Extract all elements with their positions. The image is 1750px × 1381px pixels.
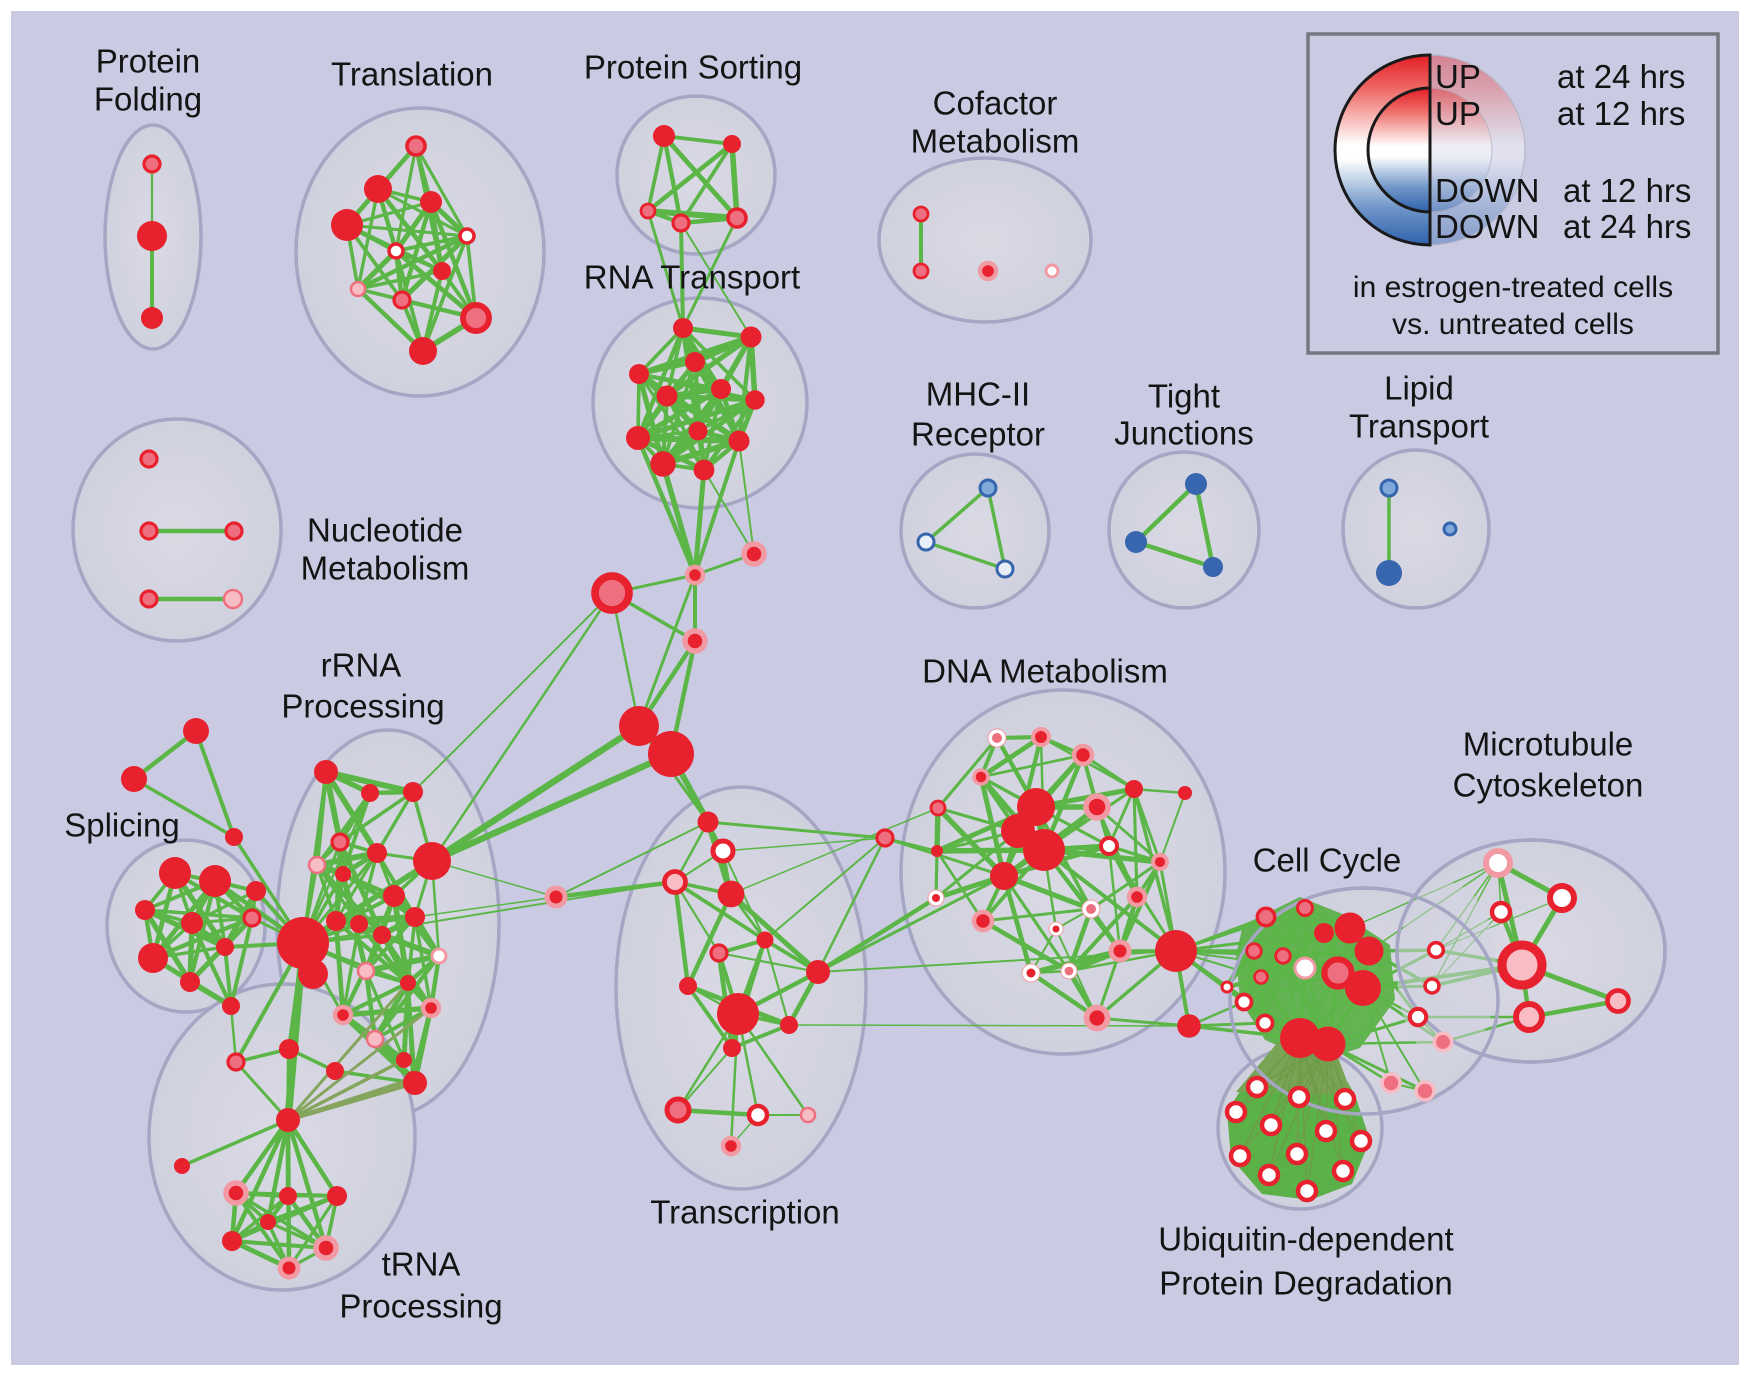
svg-text:Protein Sorting: Protein Sorting [584, 49, 802, 86]
svg-text:Nucleotide: Nucleotide [307, 512, 463, 549]
svg-text:Microtubule: Microtubule [1463, 726, 1634, 763]
svg-text:Protein Degradation: Protein Degradation [1159, 1265, 1453, 1302]
svg-text:Junctions: Junctions [1114, 415, 1253, 452]
svg-text:Receptor: Receptor [911, 416, 1045, 453]
svg-text:at 24 hrs: at 24 hrs [1563, 208, 1691, 245]
svg-text:Metabolism: Metabolism [301, 550, 470, 587]
svg-text:Cell Cycle: Cell Cycle [1253, 842, 1402, 879]
svg-text:Cofactor: Cofactor [933, 85, 1058, 122]
svg-text:Folding: Folding [94, 81, 202, 118]
svg-text:Processing: Processing [339, 1288, 502, 1325]
svg-text:at 12 hrs: at 12 hrs [1557, 95, 1685, 132]
svg-text:DNA Metabolism: DNA Metabolism [922, 653, 1168, 690]
svg-text:Metabolism: Metabolism [911, 123, 1080, 160]
svg-text:Transport: Transport [1349, 408, 1489, 445]
svg-text:MHC-II: MHC-II [926, 376, 1030, 413]
svg-text:Lipid: Lipid [1384, 370, 1454, 407]
svg-text:Protein: Protein [96, 43, 201, 80]
svg-text:vs. untreated cells: vs. untreated cells [1392, 308, 1634, 341]
svg-text:in estrogen-treated cells: in estrogen-treated cells [1353, 271, 1673, 304]
svg-text:tRNA: tRNA [382, 1246, 461, 1283]
svg-text:DOWN: DOWN [1435, 172, 1539, 209]
svg-text:Processing: Processing [281, 688, 444, 725]
svg-text:Ubiquitin-dependent: Ubiquitin-dependent [1158, 1221, 1453, 1258]
svg-text:Cytoskeleton: Cytoskeleton [1453, 767, 1644, 804]
svg-text:Translation: Translation [331, 56, 493, 93]
svg-text:DOWN: DOWN [1435, 208, 1539, 245]
svg-text:Transcription: Transcription [650, 1194, 840, 1231]
svg-text:RNA Transport: RNA Transport [584, 259, 800, 296]
svg-text:UP: UP [1435, 58, 1481, 95]
svg-text:rRNA: rRNA [321, 647, 402, 684]
svg-text:UP: UP [1435, 95, 1481, 132]
svg-text:at 24 hrs: at 24 hrs [1557, 58, 1685, 95]
svg-text:at 12 hrs: at 12 hrs [1563, 172, 1691, 209]
svg-text:Splicing: Splicing [64, 807, 180, 844]
svg-text:Tight: Tight [1148, 378, 1220, 415]
